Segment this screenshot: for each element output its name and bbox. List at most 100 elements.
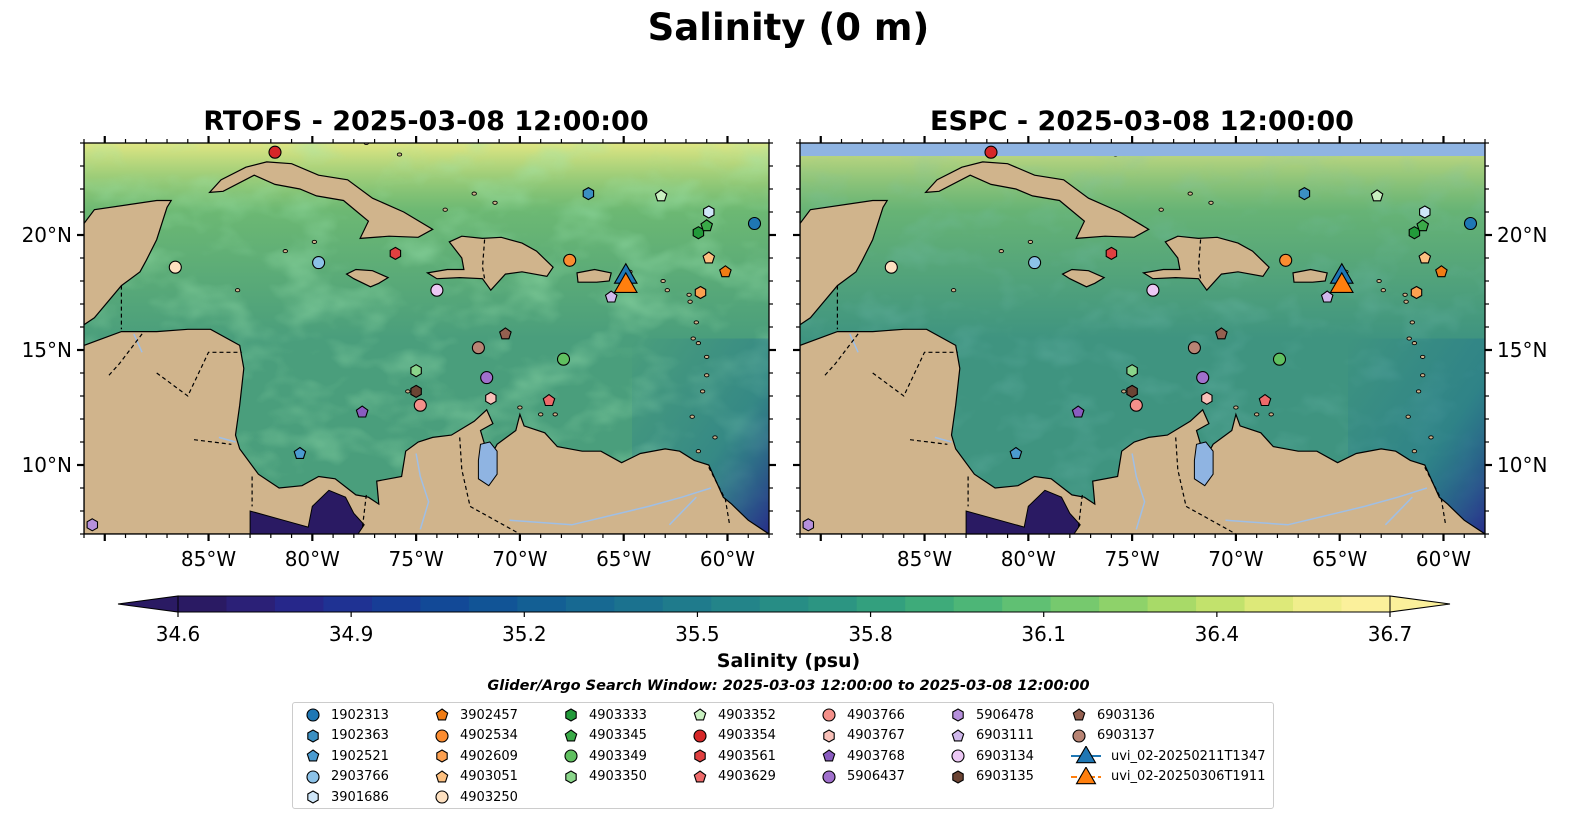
lon-tick-label: 60°W (700, 547, 755, 571)
legend-marker-circle (693, 728, 707, 743)
hexagon-marker-icon (952, 769, 964, 784)
figure-title: Salinity (0 m) (647, 6, 930, 49)
legend-item: 6903135 (948, 767, 1034, 787)
marker-4903250 (884, 260, 898, 274)
small-island (1121, 389, 1127, 394)
small-island (1233, 405, 1239, 410)
marker-4903349 (556, 352, 571, 366)
river (934, 436, 952, 443)
legend-label: 4902534 (460, 728, 518, 743)
marker-6903135 (1126, 384, 1138, 399)
small-island (686, 292, 692, 297)
marker-4903561 (389, 246, 402, 261)
marker-6903137 (471, 341, 485, 355)
colorbar (117, 595, 1451, 617)
small-island (1420, 354, 1426, 359)
legend-item: 4903768 (819, 746, 905, 766)
legend-marker-pentagon (435, 708, 449, 721)
small-island (442, 207, 448, 212)
legend-marker-circle (306, 708, 320, 722)
land-jamaica (345, 268, 390, 288)
lon-tick-label: 80°W (1001, 547, 1056, 571)
lat-tick-label: 15°N (22, 338, 72, 362)
small-island (538, 412, 544, 417)
colorbar-segment (420, 596, 470, 612)
circle-marker-icon (822, 708, 836, 722)
pentagon-marker-icon (306, 749, 320, 762)
small-island (311, 239, 318, 244)
legend-item: 4903345 (561, 726, 647, 746)
legend-item: 4903767 (819, 726, 905, 746)
colorbar-tick-label: 35.2 (502, 622, 547, 646)
marker-5906478 (86, 518, 99, 532)
small-island (1409, 320, 1415, 325)
legend-item: 1902363 (303, 726, 389, 746)
legend-label: 4903352 (718, 707, 776, 723)
land-puertorico (576, 268, 612, 283)
marker-6903135 (410, 384, 422, 399)
colorbar-tick-label: 35.5 (675, 622, 720, 646)
small-island (693, 320, 699, 325)
legend-label: 4903768 (847, 748, 905, 764)
legend-label: 6903137 (1097, 728, 1155, 743)
country-border (193, 439, 232, 445)
circle-marker-icon (306, 769, 320, 784)
small-island (704, 354, 710, 359)
small-island (704, 373, 710, 378)
legend-item: 6903111 (948, 726, 1034, 746)
lon-tick-label: 80°W (285, 547, 340, 571)
land-central3 (800, 328, 1485, 534)
colorbar-segment (1293, 596, 1343, 612)
legend-marker-circle (951, 749, 965, 763)
legend-item: 5906478 (948, 705, 1034, 725)
colorbar-segment (468, 596, 518, 612)
legend-label: uvi_02-20250306T1911 (1111, 769, 1266, 784)
legend-item: 2903766 (303, 767, 389, 787)
legend-marker-hexagon (307, 728, 319, 743)
marker-3902457 (1435, 265, 1448, 278)
country-border (1175, 437, 1237, 534)
legend-marker-hexagon (952, 769, 964, 784)
small-island (405, 389, 411, 394)
small-island (687, 299, 693, 304)
marker-uvi_02-20250306T1911 (613, 271, 638, 293)
colorbar-tick-label: 34.9 (328, 622, 374, 646)
legend-item: 4903766 (819, 705, 905, 725)
land-puertorico (1292, 268, 1328, 283)
country-border (1197, 239, 1202, 279)
marker-2903766 (312, 256, 326, 270)
legend-item: 5906437 (819, 767, 905, 787)
colorbar-segment (1341, 596, 1391, 612)
marker-4903051 (702, 251, 716, 264)
marker-4902534 (1279, 253, 1293, 267)
colorbar-segment (905, 596, 955, 612)
colorbar-segment (808, 596, 858, 612)
marker-4903768 (355, 405, 369, 418)
small-island (690, 336, 696, 341)
legend-item: 4903561 (690, 746, 776, 766)
marker-4903350 (410, 364, 422, 378)
small-island (1411, 341, 1418, 346)
marker-1902313 (1463, 216, 1478, 231)
legend-label: 2903766 (331, 769, 389, 784)
small-island (492, 200, 498, 205)
legend-marker-hexagon (436, 749, 448, 763)
legend-label: 3902457 (460, 707, 518, 723)
legend-item: 4902534 (432, 726, 518, 746)
legend-item: uvi_02-20250306T1911 (1069, 766, 1266, 787)
legend-item: 4903333 (561, 705, 647, 725)
marker-3901686 (1419, 205, 1431, 219)
legend-marker-hexagon (823, 728, 835, 743)
marker-4903629 (542, 393, 556, 407)
river (133, 333, 143, 353)
legend-marker-hexagon (952, 708, 964, 722)
lake-maracaibo (1193, 441, 1214, 487)
legend-item: 6903137 (1069, 726, 1155, 746)
country-border (1424, 467, 1447, 525)
marker-uvi_02-20250306T1911 (1329, 271, 1354, 293)
pentagon-marker-icon (822, 749, 836, 762)
colorbar-segment (517, 596, 567, 612)
espc-panel-title: ESPC - 2025-03-08 12:00:00 (930, 106, 1354, 137)
marker-4903349 (1272, 352, 1287, 366)
colorbar-extend-max (1389, 595, 1451, 613)
